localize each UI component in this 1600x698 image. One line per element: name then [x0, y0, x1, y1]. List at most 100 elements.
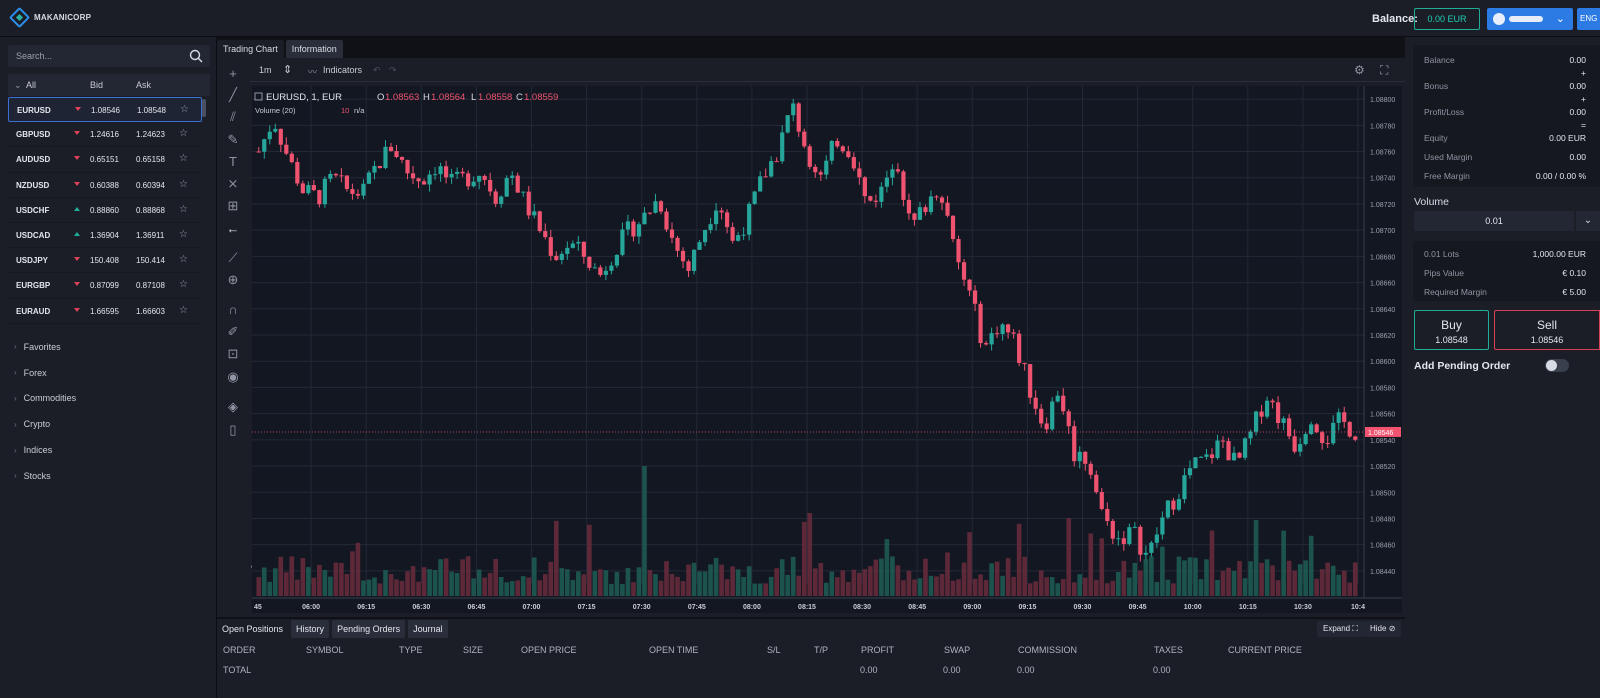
chevron-down-icon[interactable]: ⌄	[14, 80, 22, 90]
star-icon[interactable]: ☆	[180, 104, 189, 115]
search-input[interactable]: Search...	[8, 45, 210, 67]
star-icon[interactable]: ☆	[179, 203, 188, 215]
arrow-left-icon[interactable]: ←	[226, 221, 240, 236]
forecast-tool-icon[interactable]: ⊞	[227, 198, 239, 213]
watchlist-row[interactable]: USDCHF 0.88860 0.88868 ☆	[8, 198, 202, 223]
y-tick-label: 1.08600	[1370, 359, 1395, 366]
volume-bar	[912, 579, 917, 596]
watchlist-row[interactable]: USDJPY 150.408 150.414 ☆	[8, 248, 202, 274]
candle-body	[884, 177, 889, 187]
candle-body	[1198, 456, 1204, 458]
pending-order-toggle[interactable]	[1545, 359, 1569, 372]
star-icon[interactable]: ☆	[179, 304, 188, 316]
tab-journal[interactable]: Journal	[408, 620, 448, 638]
category-item[interactable]: › Indices	[14, 437, 76, 463]
trendline-icon[interactable]: ╱	[229, 87, 237, 102]
column-header: OPEN PRICE	[521, 645, 577, 655]
language-button[interactable]: ENG	[1577, 8, 1600, 30]
trash-icon[interactable]: ▯	[229, 422, 237, 437]
watchlist-row[interactable]: AUDUSD 0.65151 0.65158 ☆	[8, 147, 202, 173]
interval-button[interactable]: 1m	[259, 65, 272, 75]
watchlist-row[interactable]: EURGBP 0.87099 0.87108 ☆	[8, 273, 202, 299]
candle-body	[455, 171, 460, 174]
watchlist-scrollbar[interactable]	[202, 99, 206, 117]
volume-bar	[1209, 530, 1215, 596]
search-icon[interactable]	[188, 48, 204, 64]
tab-history[interactable]: History	[291, 620, 330, 638]
star-icon[interactable]: ☆	[179, 228, 188, 240]
tab-pending-orders[interactable]: Pending Orders	[332, 620, 406, 638]
brand-logo[interactable]: MAKANICORP	[8, 6, 91, 29]
balance-value[interactable]: 0.00 EUR	[1414, 8, 1480, 30]
settings-gear-icon[interactable]: ⚙	[1354, 63, 1365, 77]
ruler-icon[interactable]: ⟋	[228, 250, 238, 265]
candle-body	[295, 162, 300, 184]
volume-bar	[669, 573, 675, 596]
bid-price: 0.65151	[90, 155, 119, 165]
expand-icon: ⛶	[1352, 624, 1358, 633]
redo-icon[interactable]: ↷	[389, 65, 397, 75]
hide-button[interactable]: Hide ⊘	[1364, 621, 1402, 637]
tab-information[interactable]: Information	[285, 40, 343, 58]
brush-icon[interactable]: ✎	[227, 132, 239, 147]
account-menu-button[interactable]: ⌄	[1487, 8, 1573, 30]
volume-bar	[774, 568, 780, 596]
undo-icon[interactable]: ↶	[373, 65, 381, 75]
filter-all[interactable]: All	[26, 80, 37, 90]
category-item[interactable]: › Stocks	[14, 463, 76, 489]
pattern-tool-icon[interactable]: ⨯	[227, 176, 239, 191]
lot-info: 0.01 Lots 1,000.00 EUR Pips Value € 0.10…	[1413, 241, 1600, 301]
expand-button[interactable]: Expand ⛶	[1317, 621, 1364, 637]
y-tick-label: 1.08480	[1370, 516, 1395, 523]
zoom-in-icon[interactable]: ⊕	[227, 272, 239, 287]
volume-bar	[454, 573, 460, 596]
x-tick-label: 08:30	[853, 604, 871, 611]
volume-bar	[620, 583, 625, 596]
buy-button[interactable]: Buy 1.08548	[1414, 310, 1489, 350]
tab-trading-chart[interactable]: Trading Chart	[217, 40, 284, 58]
volume-input[interactable]: 0.01	[1414, 211, 1574, 231]
volume-bar	[857, 572, 862, 596]
category-item[interactable]: › Favorites	[14, 334, 76, 360]
text-tool-icon[interactable]: T	[229, 154, 237, 169]
candle-type-icon[interactable]: ⇕	[283, 64, 293, 76]
drawing-toolbar: + ╱ ⫽ ✎ T ⨯ ⊞ ← ⟋ ⊕ ∩ ✐ ⊡ ◉ ◈ ▯ ‹	[217, 58, 254, 617]
candle-body	[1011, 332, 1016, 334]
indicators-button[interactable]: Indicators	[323, 65, 363, 75]
category-item[interactable]: › Commodities	[14, 386, 76, 412]
star-icon[interactable]: ☆	[179, 254, 188, 266]
layers-icon[interactable]: ◈	[228, 399, 238, 414]
volume-bar	[443, 558, 449, 596]
watchlist-row[interactable]: EURAUD 1.66595 1.66603 ☆	[8, 299, 202, 324]
chevron-down-icon[interactable]: ⌄	[1575, 211, 1600, 231]
crosshair-icon[interactable]: +	[229, 66, 237, 81]
watchlist-row[interactable]: EURUSD 1.08546 1.08548 ☆	[8, 97, 202, 123]
indicators-icon[interactable]: 〰	[308, 67, 318, 77]
watchlist-row[interactable]: NZDUSD 0.60388 0.60394 ☆	[8, 173, 202, 198]
draw-mode-icon[interactable]: ✐	[227, 324, 239, 339]
magnet-icon[interactable]: ∩	[228, 302, 238, 317]
y-tick-label: 1.08800	[1370, 97, 1395, 104]
fullscreen-icon[interactable]: ⛶	[1380, 63, 1389, 77]
lock-icon[interactable]: ⊡	[227, 346, 239, 361]
star-icon[interactable]: ☆	[179, 178, 188, 190]
watchlist-row[interactable]: USDCAD 1.36904 1.36911 ☆	[8, 223, 202, 249]
candle-body	[1033, 397, 1038, 409]
tab-open-positions[interactable]: Open Positions	[217, 620, 289, 638]
candle-body	[427, 174, 432, 185]
category-item[interactable]: › Crypto	[14, 411, 76, 437]
fib-tool-icon[interactable]: ⫽	[230, 109, 236, 124]
y-tick-label: 1.08760	[1370, 150, 1395, 157]
star-icon[interactable]: ☆	[179, 153, 188, 165]
category-label: Forex	[23, 367, 47, 378]
bid-header: Bid	[90, 80, 104, 90]
volume-bar	[1204, 559, 1209, 596]
eye-icon[interactable]: ◉	[227, 369, 239, 384]
category-item[interactable]: › Forex	[14, 360, 76, 386]
watchlist-row[interactable]: GBPUSD 1.24616 1.24623 ☆	[8, 122, 202, 148]
price-chart[interactable]: 1.08800 1.08780 1.08760 1.08740 1.08720 1.087…	[252, 86, 1402, 613]
candle-body	[680, 250, 686, 262]
sell-button[interactable]: Sell 1.08546	[1494, 310, 1600, 350]
star-icon[interactable]: ☆	[179, 128, 188, 140]
star-icon[interactable]: ☆	[179, 279, 188, 291]
